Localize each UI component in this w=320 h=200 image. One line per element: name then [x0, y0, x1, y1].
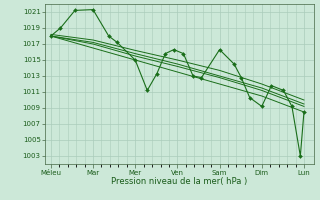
- X-axis label: Pression niveau de la mer( hPa ): Pression niveau de la mer( hPa ): [111, 177, 247, 186]
